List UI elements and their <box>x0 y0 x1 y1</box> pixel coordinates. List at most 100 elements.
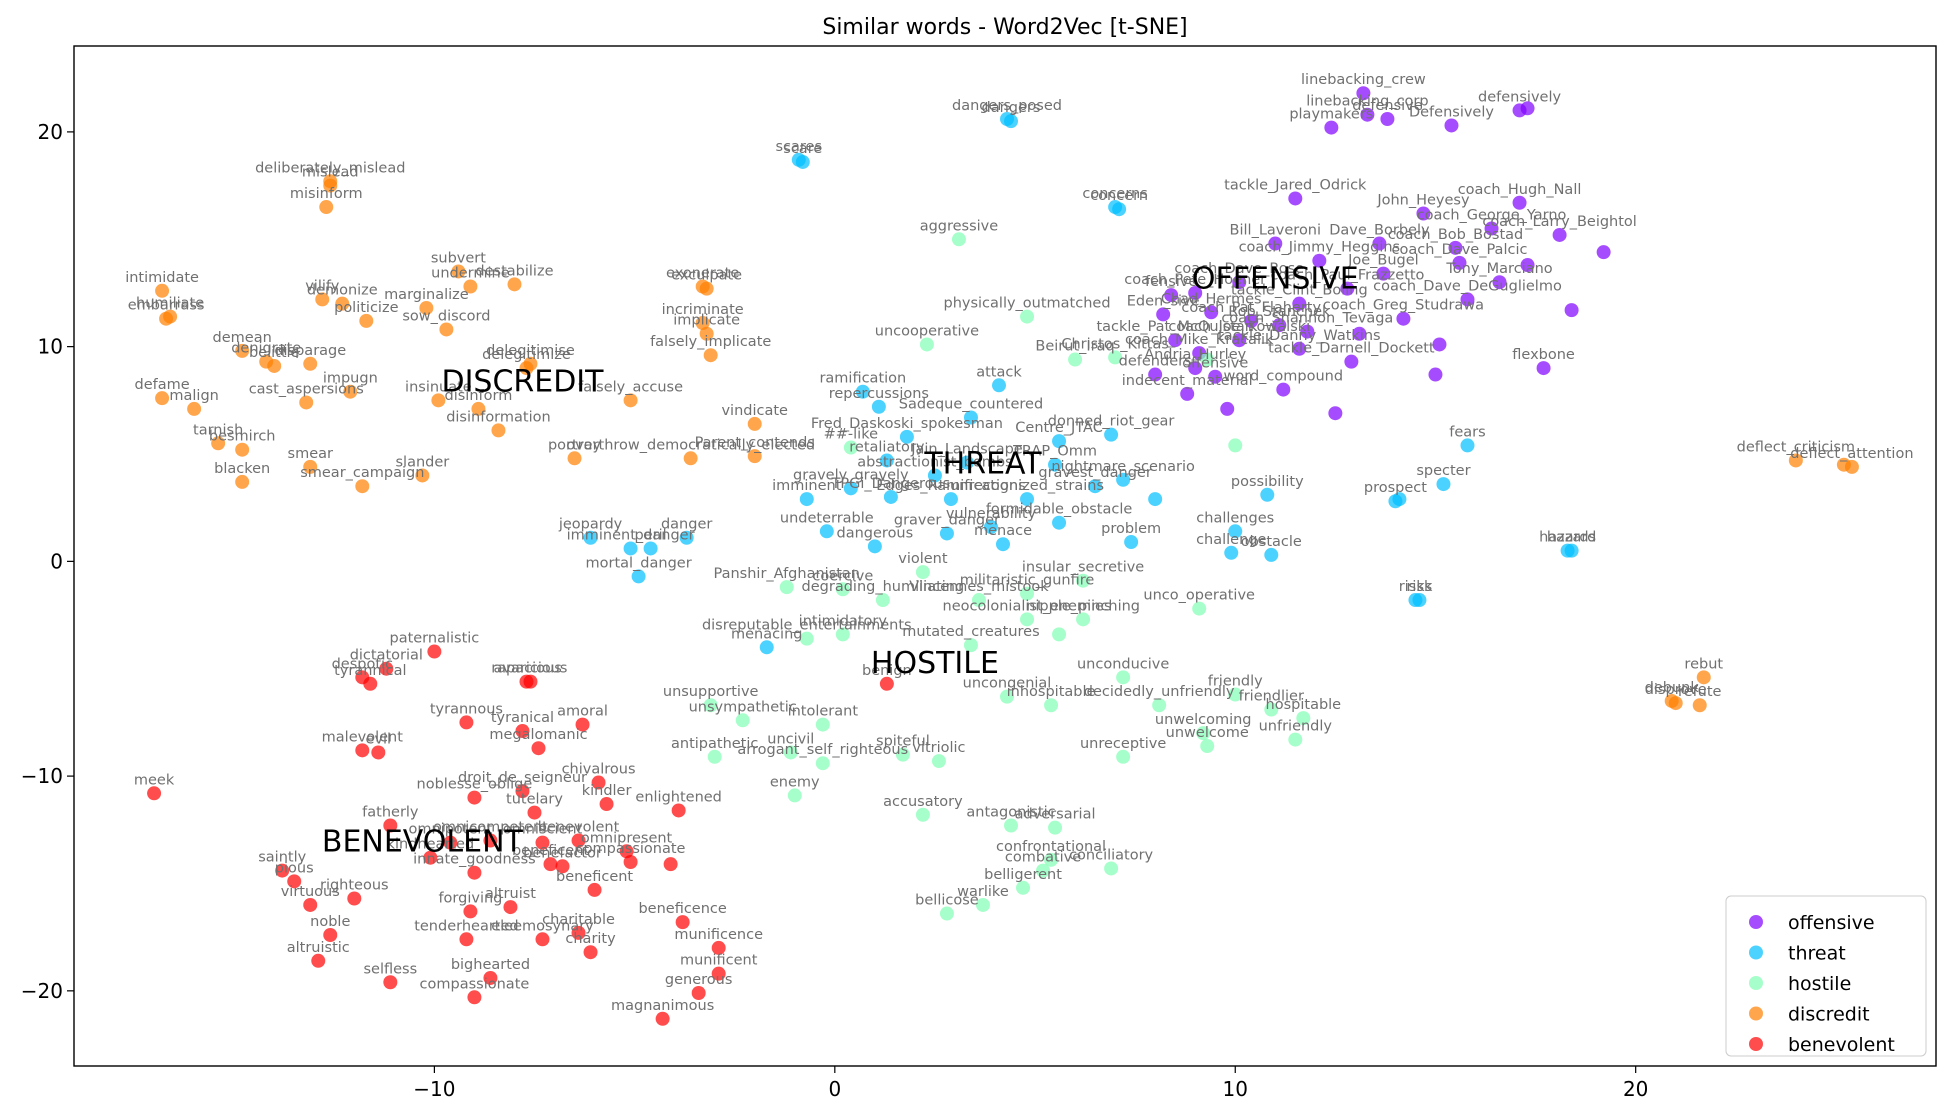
word-label: righteous <box>320 878 389 894</box>
threat-point <box>631 569 646 584</box>
offensive-point <box>1148 367 1163 382</box>
word-label: Tony_Marciano <box>1445 261 1552 277</box>
word-label: beneficent <box>556 869 633 885</box>
threat-group-label: THREAT <box>923 446 1042 481</box>
word-label: warlike <box>957 884 1009 900</box>
threat-point <box>883 489 898 504</box>
word-label: debunk <box>1645 680 1700 696</box>
discredit-point <box>235 343 250 358</box>
offensive-point <box>1596 245 1611 260</box>
threat-point <box>1116 472 1131 487</box>
offensive-point <box>1164 288 1179 303</box>
discredit-point <box>343 384 358 399</box>
word-label: coach_Bob_Bostad <box>1388 227 1524 243</box>
benevolent-point <box>423 850 438 865</box>
offensive-point <box>1552 227 1567 242</box>
threat-point <box>1460 438 1475 453</box>
word-label: subvert <box>431 250 486 266</box>
word-label: decidedly_unfriendly <box>1084 684 1235 700</box>
word-label: deliberately_mislead <box>255 160 405 176</box>
word-label: problem <box>1101 521 1161 537</box>
threat-point <box>1112 202 1127 217</box>
x-tick-label: 10 <box>1223 1077 1248 1101</box>
word-label: abstractionist_bombs <box>857 454 1012 470</box>
offensive-point <box>1312 253 1327 268</box>
discredit-point <box>419 300 434 315</box>
benevolent-point <box>535 835 550 850</box>
word-label: hospitable <box>1266 697 1342 713</box>
word-label: formidable_obstacle <box>986 502 1133 518</box>
word-label: unrecognized_strains <box>950 478 1104 494</box>
word-label: scare <box>783 141 822 157</box>
word-label: violent <box>898 551 948 567</box>
word-label: overthrow_democratically_elected <box>566 437 815 453</box>
hostile-point <box>1020 586 1035 601</box>
hostile-point <box>1036 863 1051 878</box>
hostile-point <box>779 580 794 595</box>
offensive-point <box>1272 318 1287 333</box>
word-label: portray <box>548 437 602 453</box>
word-label: enemy <box>770 774 820 790</box>
offensive-point <box>1360 107 1375 122</box>
benevolent-point <box>427 644 442 659</box>
hostile-point <box>1020 612 1035 627</box>
word-label: besmirch <box>209 429 276 445</box>
benevolent-point <box>379 661 394 676</box>
word-label: coach_George_Yarno <box>1417 208 1567 224</box>
hostile-point <box>1076 612 1091 627</box>
word-label: uncongenial <box>963 676 1052 692</box>
word-label: Beirut_Iraq <box>1035 339 1114 355</box>
benevolent-point <box>303 897 318 912</box>
offensive-point <box>1492 275 1507 290</box>
hostile-point <box>1288 732 1303 747</box>
hostile-point <box>799 631 814 646</box>
hostile-group-label: HOSTILE <box>871 646 999 681</box>
word-label: benign <box>862 663 912 679</box>
hostile-point <box>1016 880 1031 895</box>
discredit-point <box>155 391 170 406</box>
word-label: jeopardy <box>558 517 623 533</box>
word-label: coach_Greg_Studrawa <box>1323 298 1484 314</box>
hostile-point <box>895 747 910 762</box>
word-label: physically_outmatched <box>944 296 1111 312</box>
legend-label: threat <box>1788 943 1846 965</box>
hostile-point <box>919 337 934 352</box>
offensive-point <box>1204 305 1219 320</box>
threat-point <box>1048 457 1063 472</box>
threat-point <box>1224 545 1239 560</box>
word-label: gravely_gravely <box>793 467 909 483</box>
word-label: intimidate <box>125 270 199 286</box>
hostile-point <box>975 897 990 912</box>
hostile-point <box>703 698 718 713</box>
benevolent-point <box>555 859 570 874</box>
offensive-point <box>1380 112 1395 127</box>
word-label: friendly <box>1208 674 1263 690</box>
hostile-point <box>1200 352 1215 367</box>
offensive-point <box>1292 341 1307 356</box>
offensive-point <box>1276 382 1291 397</box>
word-label: nightmare_scenario <box>1051 459 1195 475</box>
threat-point <box>759 640 774 655</box>
word-label: politicize <box>334 300 398 316</box>
word-label: coach_Jimmy_Heggins <box>1239 240 1401 256</box>
discredit-point <box>507 277 522 292</box>
hostile-point <box>915 565 930 580</box>
threat-point <box>995 537 1010 552</box>
offensive-point <box>1536 361 1551 376</box>
word-label: menacing <box>731 626 803 642</box>
x-tick-label: 0 <box>828 1077 841 1101</box>
threat-point <box>1088 479 1103 494</box>
offensive-point <box>1288 191 1303 206</box>
word-label: tyrannical <box>334 663 406 679</box>
word-label: unwelcome <box>1166 725 1249 741</box>
word-label: enlightened <box>635 789 721 805</box>
discredit-point <box>683 451 698 466</box>
word-label: gravest_danger <box>1038 465 1151 481</box>
hostile-point <box>1076 573 1091 588</box>
benevolent-group-label: BENEVOLENT <box>322 824 524 859</box>
threat-point <box>959 455 974 470</box>
word-label: slander <box>395 454 449 470</box>
benevolent-point <box>355 743 370 758</box>
y-tick-label: −20 <box>21 979 63 1003</box>
offensive-point <box>1168 333 1183 348</box>
